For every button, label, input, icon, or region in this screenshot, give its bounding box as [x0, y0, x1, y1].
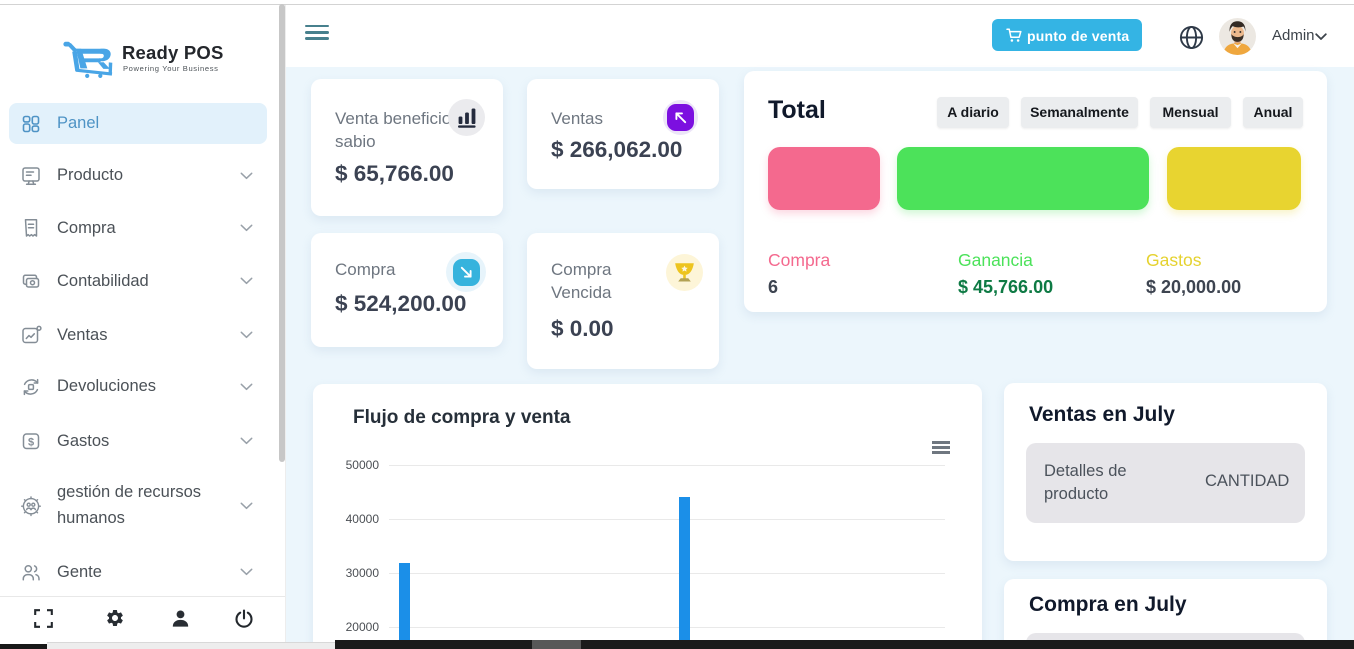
svg-text:$: $	[28, 436, 34, 448]
